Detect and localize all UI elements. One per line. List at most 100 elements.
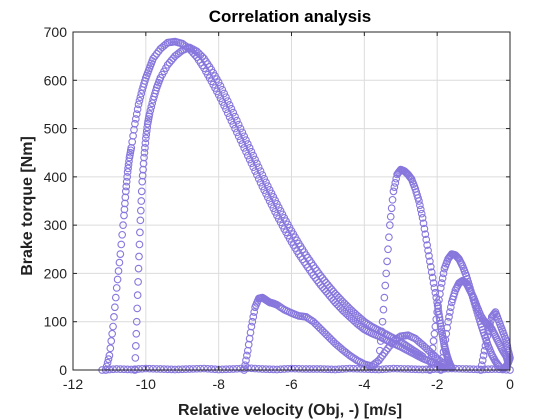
data-point bbox=[422, 235, 431, 244]
data-point bbox=[113, 275, 122, 284]
data-point bbox=[388, 195, 397, 204]
data-point bbox=[151, 52, 159, 60]
data-point bbox=[251, 155, 259, 164]
data-point bbox=[376, 354, 385, 362]
data-point bbox=[455, 364, 463, 373]
data-point bbox=[313, 365, 321, 373]
y-tick-label: 500 bbox=[44, 121, 68, 137]
data-point bbox=[302, 365, 310, 373]
x-tick-label: -8 bbox=[212, 376, 225, 392]
data-point bbox=[367, 365, 376, 374]
y-tick-label: 200 bbox=[44, 265, 68, 281]
data-point bbox=[218, 98, 227, 106]
data-point bbox=[131, 365, 139, 374]
data-point bbox=[229, 108, 238, 117]
data-point bbox=[385, 221, 394, 229]
x-tick-label: -12 bbox=[63, 376, 83, 392]
data-point bbox=[112, 284, 121, 292]
data-point bbox=[112, 365, 121, 373]
data-point bbox=[242, 136, 250, 145]
data-point bbox=[119, 221, 127, 229]
data-point bbox=[220, 101, 228, 110]
data-point bbox=[256, 167, 265, 175]
data-point bbox=[480, 365, 489, 374]
data-point bbox=[105, 351, 114, 360]
data-point bbox=[446, 308, 454, 316]
data-point bbox=[134, 100, 143, 109]
data-point bbox=[111, 293, 120, 302]
data-point bbox=[218, 85, 227, 94]
data-point bbox=[200, 364, 208, 373]
data-point bbox=[487, 365, 496, 374]
data-point bbox=[438, 274, 447, 283]
data-point bbox=[377, 327, 386, 336]
data-point bbox=[174, 365, 183, 374]
data-point bbox=[427, 268, 436, 277]
y-tick-labels: 0 100 200 300 400 500 600 700 bbox=[44, 24, 68, 378]
data-point bbox=[141, 144, 149, 152]
data-point bbox=[375, 346, 384, 355]
data-point bbox=[132, 110, 141, 118]
data-point bbox=[458, 365, 467, 373]
x-tick-label: 0 bbox=[506, 376, 514, 392]
data-point bbox=[473, 365, 482, 374]
data-point bbox=[349, 364, 358, 373]
data-point bbox=[375, 356, 383, 365]
x-tick-label: -6 bbox=[285, 376, 298, 392]
data-point bbox=[316, 271, 325, 280]
data-point bbox=[426, 257, 434, 266]
data-point bbox=[429, 279, 438, 287]
data-point bbox=[338, 365, 347, 373]
x-tick-labels: -12 -10 -8 -6 -4 -2 0 bbox=[63, 376, 514, 392]
data-point bbox=[136, 228, 144, 237]
data-point bbox=[238, 128, 247, 137]
data-point bbox=[436, 284, 445, 292]
data-point bbox=[167, 365, 176, 374]
data-point bbox=[342, 364, 350, 373]
data-point bbox=[400, 365, 409, 373]
data-point bbox=[131, 115, 140, 123]
data-point bbox=[149, 54, 157, 63]
data-point bbox=[247, 322, 256, 331]
data-point bbox=[141, 134, 150, 143]
data-point bbox=[418, 214, 427, 222]
data-point bbox=[258, 171, 267, 179]
data-point bbox=[345, 364, 354, 373]
data-point bbox=[417, 209, 426, 218]
data-point bbox=[118, 230, 127, 239]
data-point bbox=[484, 327, 493, 336]
data-point bbox=[406, 174, 415, 182]
data-point bbox=[220, 89, 228, 98]
data-point bbox=[484, 365, 493, 374]
data-point bbox=[320, 276, 329, 285]
data-point bbox=[416, 205, 425, 214]
data-point bbox=[451, 364, 460, 373]
data-point bbox=[136, 216, 145, 225]
x-tick-label: -4 bbox=[358, 376, 371, 392]
data-point bbox=[393, 364, 401, 373]
data-point bbox=[392, 174, 401, 183]
data-point bbox=[391, 179, 400, 187]
data-point bbox=[133, 291, 142, 300]
data-point bbox=[225, 101, 234, 109]
data-point bbox=[254, 163, 263, 172]
data-point bbox=[395, 333, 403, 342]
data-point bbox=[115, 258, 124, 267]
data-point bbox=[287, 364, 296, 373]
data-point bbox=[203, 364, 212, 373]
data-point bbox=[216, 94, 225, 103]
data-point bbox=[280, 365, 289, 373]
data-point bbox=[424, 246, 432, 255]
data-point bbox=[384, 344, 392, 353]
data-point bbox=[250, 308, 259, 316]
data-point bbox=[214, 90, 223, 99]
x-tick-label: -10 bbox=[136, 376, 156, 392]
data-point bbox=[145, 110, 154, 118]
data-point bbox=[485, 323, 493, 332]
data-point bbox=[479, 351, 488, 360]
data-point bbox=[131, 342, 140, 350]
data-point bbox=[440, 364, 449, 373]
data-point bbox=[309, 365, 318, 373]
data-point bbox=[263, 182, 272, 191]
